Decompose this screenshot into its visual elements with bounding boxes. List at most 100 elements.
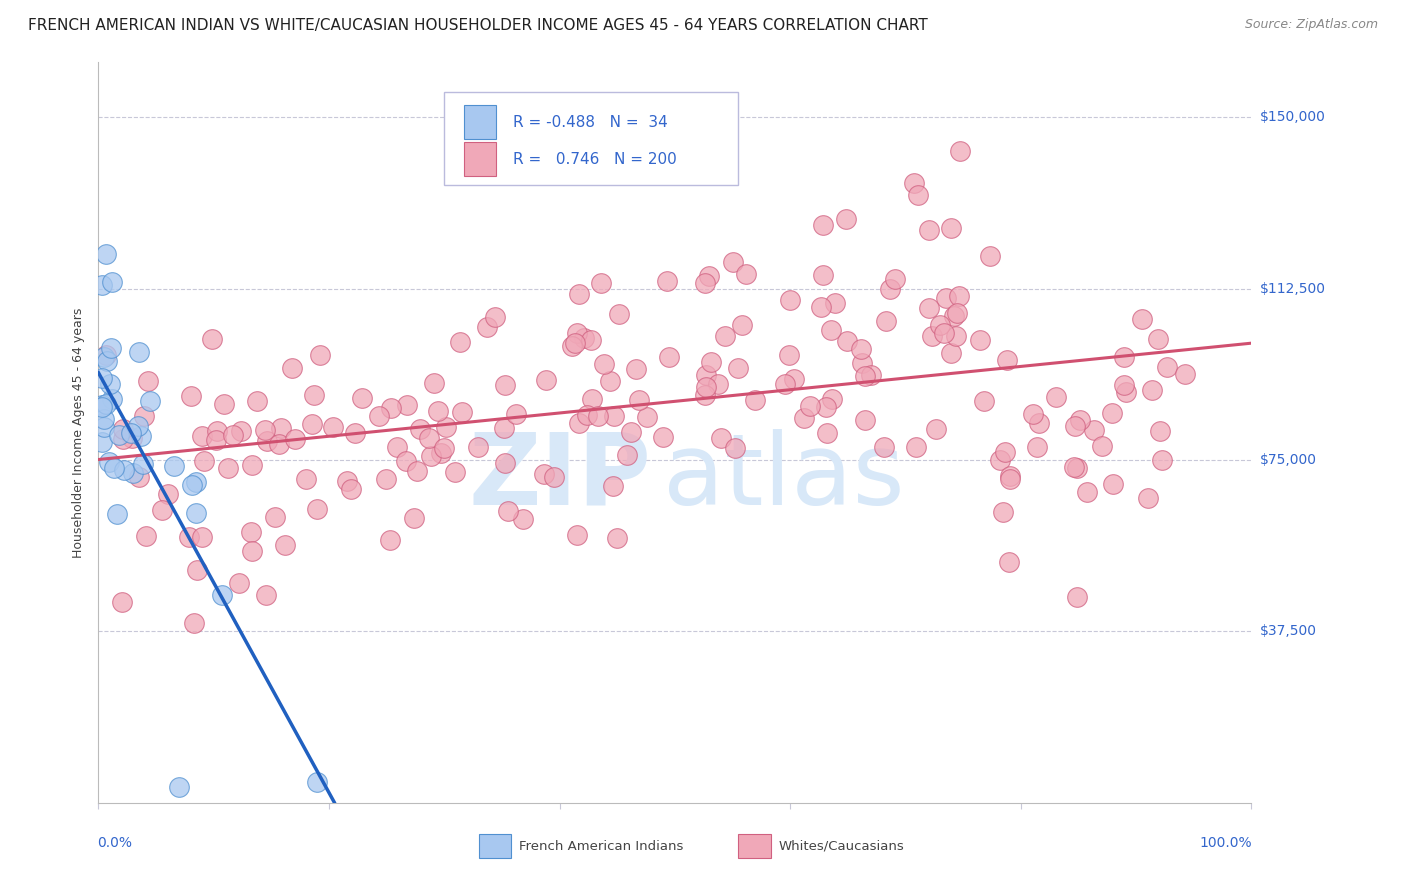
Point <box>121 466 143 480</box>
Point <box>90 370 112 384</box>
Point <box>565 326 588 340</box>
Point <box>228 575 250 590</box>
Point <box>1069 412 1091 426</box>
Point <box>240 524 263 539</box>
Point <box>602 479 624 493</box>
Point <box>925 422 948 436</box>
Point <box>932 326 955 340</box>
Point <box>427 404 450 418</box>
Point <box>903 177 925 191</box>
Point <box>284 432 307 446</box>
Point <box>879 282 901 296</box>
Point <box>183 615 205 630</box>
Point <box>108 428 131 442</box>
Point <box>973 394 995 409</box>
Point <box>994 445 1017 459</box>
Point <box>628 393 651 408</box>
Point <box>302 388 325 402</box>
Point <box>813 218 835 232</box>
Point <box>395 454 418 468</box>
Point <box>103 460 125 475</box>
Point <box>180 477 202 491</box>
Point <box>467 440 489 454</box>
Point <box>935 291 957 305</box>
Point <box>724 441 747 455</box>
Point <box>240 458 263 472</box>
Point <box>1066 590 1088 604</box>
Point <box>91 435 114 450</box>
Point <box>1064 419 1087 434</box>
Text: Whites/Caucasians: Whites/Caucasians <box>779 840 904 853</box>
Point <box>186 563 208 577</box>
Point <box>820 323 842 337</box>
Point <box>835 334 858 348</box>
Point <box>734 268 756 282</box>
Point <box>180 389 202 403</box>
Point <box>1147 333 1170 347</box>
Point <box>254 588 277 602</box>
Point <box>246 393 269 408</box>
Point <box>810 300 832 314</box>
Point <box>120 426 142 441</box>
Point <box>132 457 155 471</box>
Point <box>450 404 472 418</box>
Point <box>1102 477 1125 491</box>
FancyBboxPatch shape <box>738 834 770 858</box>
Text: $150,000: $150,000 <box>1260 111 1326 124</box>
Point <box>616 448 638 462</box>
Point <box>567 528 589 542</box>
Point <box>136 374 159 388</box>
Point <box>295 472 318 486</box>
Point <box>851 356 873 370</box>
Point <box>995 352 1018 367</box>
Point <box>336 474 359 488</box>
Text: ZIP: ZIP <box>470 428 652 525</box>
Text: 0.0%: 0.0% <box>97 836 132 850</box>
Point <box>821 392 844 407</box>
Point <box>309 348 332 362</box>
Point <box>921 328 943 343</box>
Point <box>799 399 821 413</box>
Point <box>207 425 229 439</box>
Point <box>429 446 451 460</box>
Point <box>695 368 717 383</box>
Point <box>343 426 366 441</box>
Point <box>494 421 516 435</box>
Point <box>98 376 121 391</box>
Point <box>135 528 157 542</box>
Point <box>651 430 673 444</box>
Point <box>775 376 797 391</box>
Point <box>339 482 361 496</box>
Point <box>993 505 1015 519</box>
Point <box>568 287 591 301</box>
Point <box>90 278 112 293</box>
Point <box>240 543 263 558</box>
Point <box>945 328 967 343</box>
Point <box>475 319 498 334</box>
Point <box>406 464 429 478</box>
Point <box>624 361 647 376</box>
Point <box>395 398 418 412</box>
Point <box>603 409 626 423</box>
Point <box>1140 384 1163 398</box>
Point <box>307 775 329 789</box>
Point <box>1114 378 1136 392</box>
Point <box>1083 423 1105 437</box>
Point <box>815 401 838 415</box>
Point <box>576 408 599 422</box>
Point <box>211 588 233 602</box>
Point <box>112 422 135 436</box>
Point <box>779 293 801 307</box>
Point <box>422 376 444 391</box>
Point <box>1130 311 1153 326</box>
Point <box>496 504 519 518</box>
Point <box>1150 452 1173 467</box>
Point <box>167 780 190 794</box>
Point <box>385 441 408 455</box>
Point <box>157 486 180 500</box>
Point <box>998 472 1021 486</box>
FancyBboxPatch shape <box>479 834 512 858</box>
Point <box>727 361 749 376</box>
Point <box>107 507 129 521</box>
Point <box>129 428 152 442</box>
